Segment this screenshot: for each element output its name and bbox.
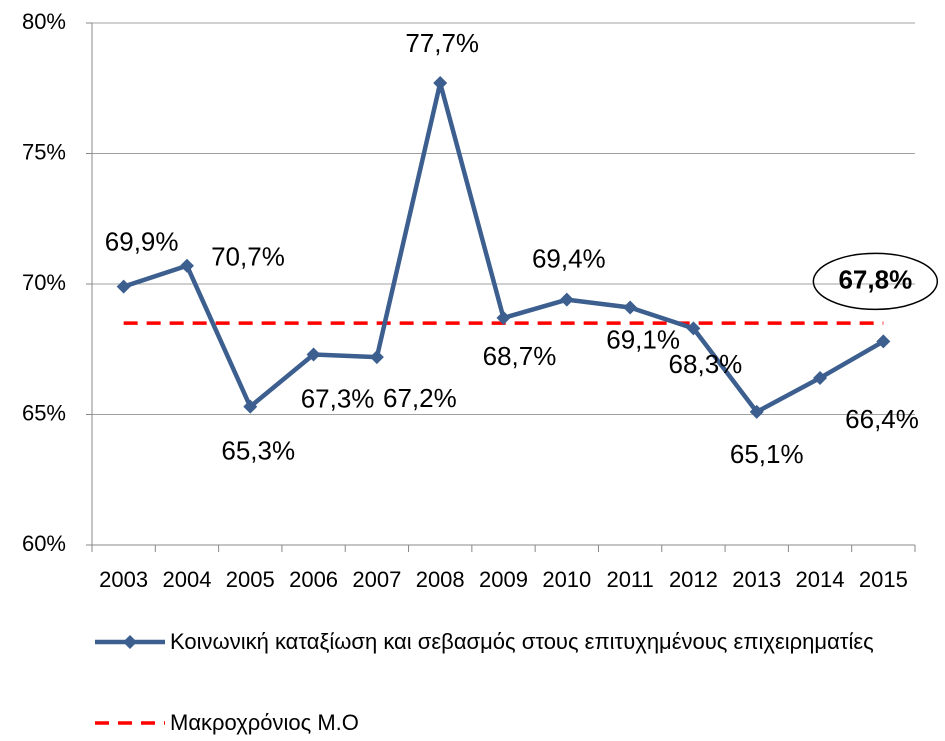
- legend-label: Μακροχρόνιος Μ.Ο: [170, 710, 359, 735]
- x-tick-label: 2005: [226, 567, 275, 592]
- value-label: 68,7%: [483, 341, 557, 371]
- value-label: 67,8%: [838, 264, 912, 294]
- marker: [116, 279, 131, 294]
- y-tick-label: 75%: [22, 139, 66, 164]
- marker: [306, 347, 321, 362]
- marker: [623, 300, 638, 315]
- x-tick-label: 2012: [669, 567, 718, 592]
- x-tick-label: 2006: [289, 567, 338, 592]
- value-label: 69,1%: [606, 324, 680, 354]
- x-tick-label: 2015: [859, 567, 908, 592]
- x-tick-label: 2003: [99, 567, 148, 592]
- x-tick-label: 2010: [542, 567, 591, 592]
- value-label: 65,3%: [221, 436, 295, 466]
- x-tick-label: 2011: [606, 567, 653, 592]
- marker: [496, 310, 511, 325]
- value-label: 67,2%: [383, 383, 457, 413]
- legend-label: Κοινωνική καταξίωση και σεβασμός στους ε…: [170, 629, 874, 654]
- x-tick-label: 2007: [352, 567, 401, 592]
- value-label: 69,4%: [532, 244, 606, 274]
- x-tick-label: 2013: [732, 567, 781, 592]
- x-tick-label: 2008: [416, 567, 465, 592]
- marker: [749, 404, 764, 419]
- value-label: 70,7%: [211, 242, 285, 272]
- highlight-ellipse: [812, 252, 939, 311]
- value-label: 77,7%: [405, 28, 479, 58]
- marker: [179, 258, 194, 273]
- y-tick-label: 60%: [22, 531, 66, 556]
- marker: [243, 399, 258, 414]
- value-label: 69,9%: [105, 226, 179, 256]
- marker: [876, 334, 891, 349]
- legend-marker: [123, 635, 137, 649]
- value-label: 67,3%: [301, 383, 375, 413]
- y-tick-label: 80%: [22, 9, 66, 34]
- x-tick-label: 2004: [162, 567, 211, 592]
- marker: [559, 292, 574, 307]
- y-tick-label: 70%: [22, 270, 66, 295]
- value-label: 65,1%: [730, 439, 804, 469]
- value-label: 68,3%: [669, 349, 743, 379]
- marker: [369, 350, 384, 365]
- marker: [433, 76, 448, 91]
- x-tick-label: 2014: [796, 567, 845, 592]
- x-tick-label: 2009: [479, 567, 528, 592]
- y-tick-label: 65%: [22, 400, 66, 425]
- marker: [686, 321, 701, 336]
- value-label: 66,4%: [845, 404, 919, 434]
- marker: [813, 370, 828, 385]
